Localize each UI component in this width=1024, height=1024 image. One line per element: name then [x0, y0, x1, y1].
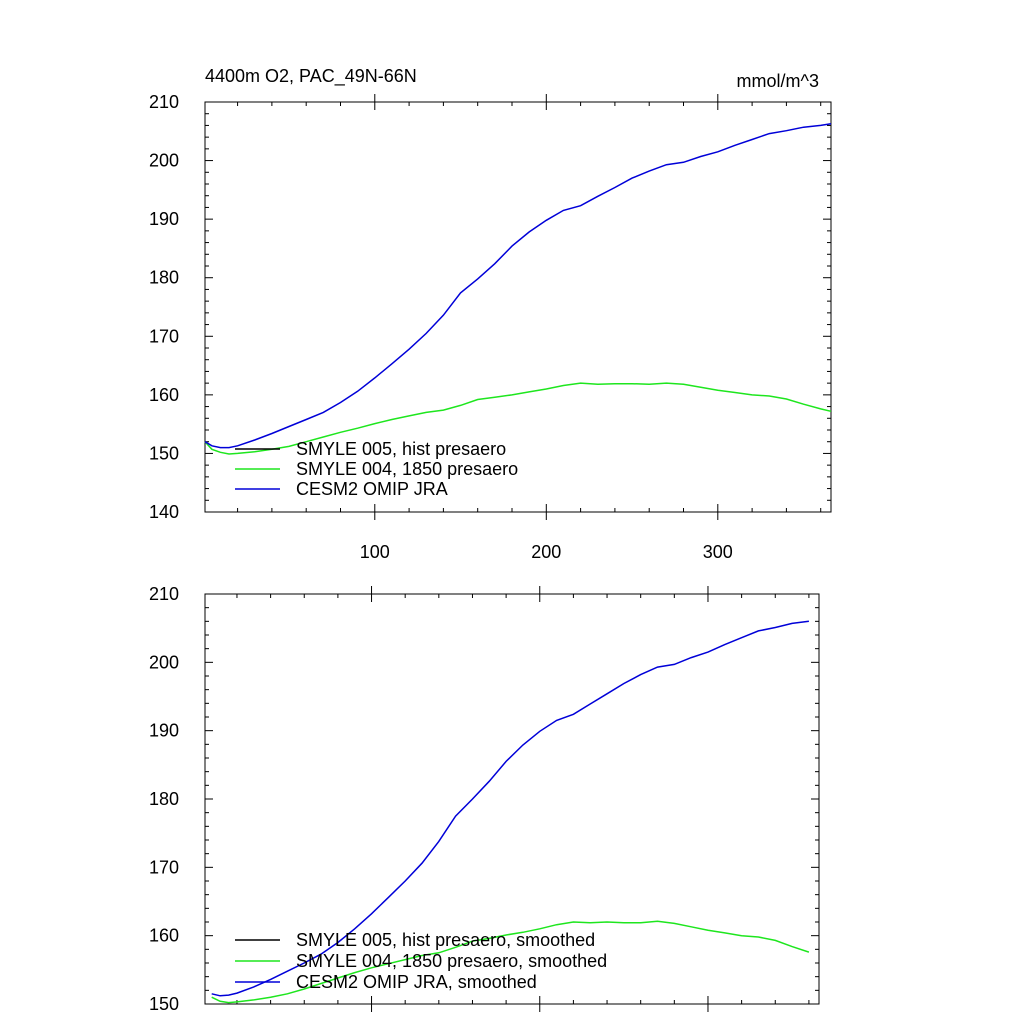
y-tick-label: 150: [149, 443, 179, 463]
top-y-tick-labels: 140 150 160 170 180 190 200 210: [149, 92, 179, 522]
bottom-legend: SMYLE 005, hist presaero, smoothedSMYLE …: [235, 930, 607, 992]
y-tick-label: 140: [149, 502, 179, 522]
y-tick-label: 190: [149, 721, 179, 741]
bottom-series-lines: [211, 620, 810, 1004]
y-tick-label: 150: [149, 994, 179, 1014]
bottom-axis-ticks: [205, 586, 819, 1012]
x-tick-label: 200: [531, 542, 561, 562]
y-tick-label: 190: [149, 209, 179, 229]
y-tick-label: 170: [149, 326, 179, 346]
y-tick-label: 180: [149, 789, 179, 809]
top-panel: 4400m O2, PAC_49N-66N mmol/m^3 140 150 160…: [149, 66, 832, 562]
y-tick-label: 160: [149, 926, 179, 946]
x-tick-label: 100: [360, 542, 390, 562]
top-plot-frame: [204, 101, 832, 513]
y-tick-label: 210: [149, 584, 179, 604]
y-tick-label: 180: [149, 268, 179, 288]
legend-label: CESM2 OMIP JRA, smoothed: [296, 972, 537, 992]
bottom-y-tick-labels: 150 160 170 180 190 200 210: [149, 584, 179, 1014]
legend-label: SMYLE 004, 1850 presaero, smoothed: [296, 951, 607, 971]
x-tick-label: 300: [703, 542, 733, 562]
top-axis-ticks: [205, 94, 831, 520]
legend-label: SMYLE 005, hist presaero, smoothed: [296, 930, 595, 950]
legend-label: SMYLE 005, hist presaero: [296, 439, 506, 459]
series-line-2: [204, 122, 832, 449]
top-panel-units: mmol/m^3: [737, 71, 819, 91]
y-tick-label: 200: [149, 652, 179, 672]
y-tick-label: 170: [149, 857, 179, 877]
series-line-1: [204, 382, 832, 455]
top-series-lines: [204, 122, 832, 455]
series-line-2: [211, 620, 809, 997]
bottom-panel: 150 160 170 180 190 200 210 SMYLE 005, hist pr…: [149, 584, 820, 1014]
top-panel-title: 4400m O2, PAC_49N-66N: [205, 66, 417, 87]
y-tick-label: 200: [149, 151, 179, 171]
legend-label: SMYLE 004, 1850 presaero: [296, 459, 518, 479]
y-tick-label: 210: [149, 92, 179, 112]
series-line-1: [211, 920, 810, 1004]
top-x-tick-labels: 100 200 300: [360, 542, 733, 562]
y-tick-label: 160: [149, 385, 179, 405]
legend-label: CESM2 OMIP JRA: [296, 479, 448, 499]
